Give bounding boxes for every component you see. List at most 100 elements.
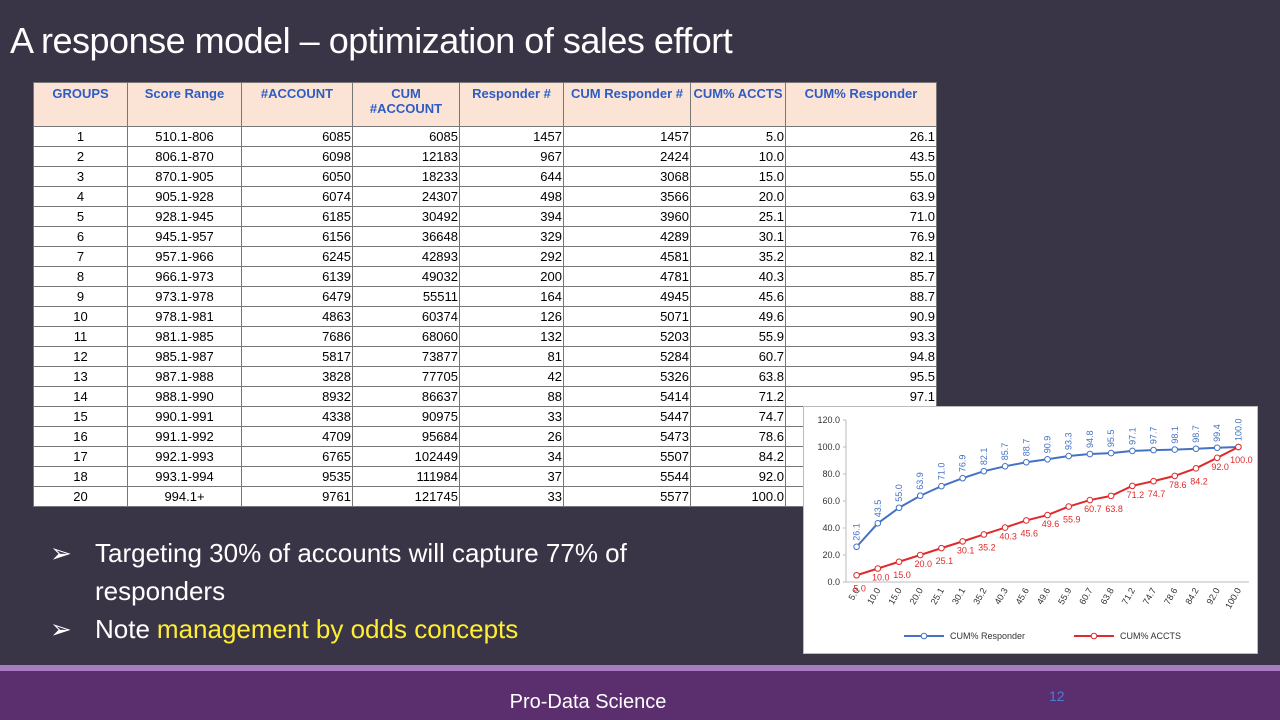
value-label: 25.1 [936,556,954,566]
x-tick-label: 100.0 [1223,586,1243,611]
table-cell: 1457 [459,126,564,147]
table-cell: 26 [459,426,564,447]
table-cell: 4781 [563,266,691,287]
table-cell: 81 [459,346,564,367]
table-cell: 95684 [352,426,460,447]
table-cell: 33 [459,406,564,427]
table-cell: 30.1 [690,226,786,247]
table-cell: 84.2 [690,446,786,467]
table-cell: 11 [33,326,128,347]
column-header: CUM% ACCTS [690,82,786,127]
point [916,492,924,500]
point [1129,482,1136,490]
table-cell: 6074 [241,186,353,207]
table-cell: 967 [459,146,564,167]
data-table: GROUPS Score Range #ACCOUNT CUM #ACCOUNT Res… [33,82,937,507]
page-number: 12 [1049,688,1065,704]
table-cell: 78.6 [690,426,786,447]
table-cell: 5817 [241,346,353,367]
footer-text: Pro-Data Science [509,691,667,713]
table-cell: 45.6 [690,286,786,307]
table-cell: 5577 [563,486,691,507]
point [1086,450,1094,458]
table-cell: 8932 [241,386,353,407]
value-label: 100.0 [1233,418,1243,441]
table-cell: 329 [459,226,564,247]
table-cell: 9 [33,286,128,307]
point [1022,517,1030,524]
point [1150,477,1157,485]
table-cell: 164 [459,286,564,307]
value-label: 97.1 [1127,427,1137,445]
value-label: 15.0 [893,570,911,580]
x-tick-label: 10.0 [865,586,882,606]
table-cell: 86637 [352,386,460,407]
value-label: 40.3 [999,532,1017,542]
table-cell: 49.6 [690,306,786,327]
value-label: 63.8 [1105,504,1123,514]
table-cell: 3068 [563,166,691,187]
x-tick-label: 84.2 [1183,586,1200,606]
point [938,482,945,490]
table-cell: 3566 [563,186,691,207]
table-cell: 100.0 [690,486,786,507]
table-row: 6 945.1-957 6156 36648 329 4289 30.1 76.9 [33,226,937,247]
table-cell: 6245 [241,246,353,267]
table-cell: 2424 [563,146,691,167]
value-label: 95.5 [1106,430,1116,448]
column-header: Responder # [459,82,564,127]
x-tick-label: 60.7 [1077,586,1094,606]
table-cell: 102449 [352,446,460,467]
table-cell: 4709 [241,426,353,447]
value-label: 76.9 [958,455,968,473]
table-cell: 6479 [241,286,353,307]
table-cell: 68060 [352,326,460,347]
value-label: 88.7 [1021,439,1031,457]
table-cell: 42893 [352,246,460,267]
point [895,504,903,512]
table-cell: 43.5 [785,146,937,167]
table-cell: 30492 [352,206,460,227]
y-tick-label: 80.0 [822,469,840,479]
table-cell: 94.8 [785,346,937,367]
table-cell: 9535 [241,466,353,487]
table-cell: 928.1-945 [127,206,242,227]
table-cell: 4945 [563,286,691,307]
table-cell: 60.7 [690,346,786,367]
value-label: 85.7 [1000,443,1010,461]
x-tick-label: 30.1 [950,586,967,606]
table-cell: 25.1 [690,206,786,227]
table-cell: 71.0 [785,206,937,227]
legend-label: CUM% Responder [950,631,1025,641]
table-cell: 945.1-957 [127,226,242,247]
table-cell: 8 [33,266,128,287]
table-cell: 93.3 [785,326,937,347]
table-cell: 14 [33,386,128,407]
point [853,571,860,579]
point [959,474,966,482]
point [980,467,988,475]
table-cell: 1457 [563,126,691,147]
table-cell: 20.0 [690,186,786,207]
table-cell: 5473 [563,426,691,447]
table-cell: 994.1+ [127,486,242,507]
y-tick-label: 0.0 [827,577,840,587]
legend-marker [1090,632,1098,640]
value-label: 94.8 [1085,430,1095,448]
point [1086,496,1094,504]
table-cell: 121745 [352,486,460,507]
table-cell: 200 [459,266,564,287]
table-cell: 5203 [563,326,691,347]
legend-marker [920,632,928,640]
value-label: 100.0 [1230,455,1253,465]
table-cell: 17 [33,446,128,467]
y-tick-label: 60.0 [822,496,840,506]
table-cell: 6139 [241,266,353,287]
table-cell: 74.7 [690,406,786,427]
table-cell: 870.1-905 [127,166,242,187]
x-tick-label: 40.3 [992,586,1009,606]
table-row: 15 990.1-991 4338 90975 33 5447 74.7 97.7 [33,406,937,427]
table-cell: 510.1-806 [127,126,242,147]
table-cell: 5447 [563,406,691,427]
